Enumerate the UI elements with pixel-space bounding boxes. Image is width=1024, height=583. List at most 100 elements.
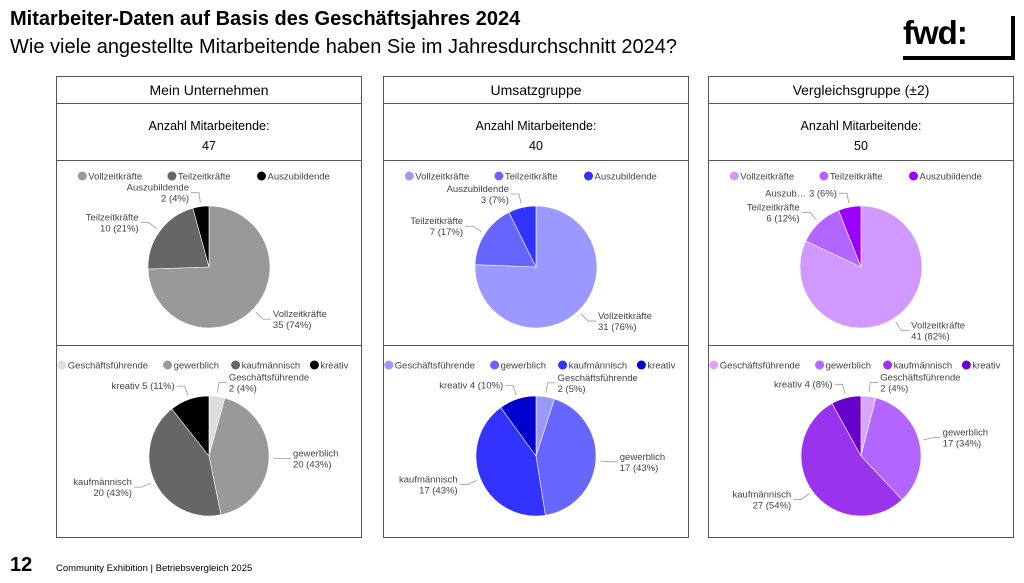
department-pie: Geschäftsführende gewerblich kaufmännisch k… xyxy=(709,346,1013,537)
pie-slice[interactable] xyxy=(508,205,537,268)
legend-swatch xyxy=(384,360,394,370)
department-pie: Geschäftsführende gewerblich kaufmännisch k… xyxy=(57,346,361,537)
data-label: Teilzeitkräfte xyxy=(410,216,463,227)
label-leader xyxy=(580,313,597,322)
panel-title: Mein Unternehmen xyxy=(57,77,361,104)
pie-slice[interactable] xyxy=(148,408,222,517)
data-label: 20 (43%) xyxy=(293,459,332,470)
data-label: Auszub… 3 (6%) xyxy=(765,188,837,199)
legend-item[interactable]: kaufmännisch xyxy=(569,361,628,372)
panel-mein-unternehmen: Mein Unternehmen Anzahl Mitarbeitende: 47… xyxy=(56,76,362,538)
panel-title: Vergleichsgruppe (±2) xyxy=(709,77,1013,104)
employee-count: Anzahl Mitarbeitende: 47 xyxy=(57,104,361,161)
panel-title: Umsatzgruppe xyxy=(384,77,688,104)
employee-count: Anzahl Mitarbeitende: 50 xyxy=(709,104,1013,161)
legend-item[interactable]: Auszubildende xyxy=(920,172,982,183)
legend-swatch xyxy=(883,360,893,370)
data-label: gewerblich xyxy=(293,448,338,459)
data-label: kreativ 4 (10%) xyxy=(439,381,503,392)
data-label: Geschäftsführende xyxy=(558,373,638,384)
legend-item[interactable]: kreativ xyxy=(320,361,348,372)
pie-slice[interactable] xyxy=(500,395,537,457)
data-label: Vollzeitkräfte xyxy=(273,309,327,320)
label-leader xyxy=(545,382,556,393)
data-label: 41 (82%) xyxy=(911,331,950,342)
pie-slice[interactable] xyxy=(800,403,903,517)
page-title: Mitarbeiter-Daten auf Basis des Geschäft… xyxy=(10,8,521,30)
legend-swatch xyxy=(490,360,500,370)
panel-vergleichsgruppe: Vergleichsgruppe (±2) Anzahl Mitarbeiten… xyxy=(708,76,1014,538)
data-label: Teilzeitkräfte xyxy=(86,213,139,224)
data-label: 2 (4%) xyxy=(229,384,257,395)
legend-swatch xyxy=(819,171,829,181)
legend-swatch xyxy=(77,171,87,181)
data-label: 17 (34%) xyxy=(943,439,982,450)
data-label: 7 (17%) xyxy=(430,227,463,238)
label-leader xyxy=(599,460,618,463)
legend-item[interactable]: Auszubildende xyxy=(595,172,657,183)
legend-item[interactable]: Teilzeitkräfte xyxy=(178,172,231,183)
label-leader xyxy=(922,437,941,441)
legend: Vollzeitkräfte Teilzeitkräfte Auszubildend… xyxy=(729,171,982,183)
legend-item[interactable]: Teilzeitkräfte xyxy=(830,172,883,183)
legend-item[interactable]: gewerblich xyxy=(174,361,219,372)
legend-swatch xyxy=(404,171,414,181)
pie-slice[interactable] xyxy=(535,398,597,516)
legend-item[interactable]: gewerblich xyxy=(501,361,546,372)
pie-slice[interactable] xyxy=(147,207,210,270)
data-label: 31 (76%) xyxy=(598,322,637,333)
legend-item[interactable]: Vollzeitkräfte xyxy=(415,172,469,183)
label-leader xyxy=(793,493,810,500)
pie-slice[interactable] xyxy=(475,407,546,517)
label-leader xyxy=(801,211,817,220)
pie-slice[interactable] xyxy=(838,205,862,268)
legend-item[interactable]: Auszubildende xyxy=(268,172,330,183)
data-label: 10 (21%) xyxy=(100,224,139,235)
legend: Geschäftsführende gewerblich kaufmännisch k… xyxy=(57,360,349,372)
label-leader xyxy=(255,311,271,320)
legend-item[interactable]: gewerblich xyxy=(826,361,871,372)
fwd-logo: fwd: xyxy=(903,14,1015,60)
legend-swatch xyxy=(163,360,173,370)
data-label: kreativ 5 (11%) xyxy=(112,381,175,392)
legend-item[interactable]: Geschäftsführende xyxy=(395,361,475,372)
label-leader xyxy=(834,383,846,395)
data-label: kreativ 4 (8%) xyxy=(774,379,833,390)
data-label: Geschäftsführende xyxy=(880,373,960,384)
data-label: 2 (5%) xyxy=(558,384,586,395)
pie-slice[interactable] xyxy=(192,205,210,268)
legend-item[interactable]: kreativ xyxy=(972,361,1000,372)
pie-slice[interactable] xyxy=(208,397,270,516)
label-leader xyxy=(176,385,189,396)
label-leader xyxy=(133,482,152,488)
legend-item[interactable]: Geschäftsführende xyxy=(68,361,148,372)
legend: Vollzeitkräfte Teilzeitkräfte Auszubildend… xyxy=(77,171,330,183)
data-label: 35 (74%) xyxy=(273,320,312,331)
legend-item[interactable]: Geschäftsführende xyxy=(720,361,800,372)
data-label: kaufmännisch xyxy=(399,474,458,485)
pie-slice[interactable] xyxy=(474,211,537,268)
legend: Vollzeitkräfte Teilzeitkräfte Auszubildend… xyxy=(404,171,657,183)
label-leader xyxy=(510,193,522,204)
data-label: Geschäftsführende xyxy=(229,373,309,384)
pie-slice[interactable] xyxy=(860,397,922,501)
department-pie: Geschäftsführende gewerblich kaufmännisch k… xyxy=(384,346,688,537)
data-label: kaufmännisch xyxy=(73,477,132,488)
data-label: Auszubildende xyxy=(447,184,509,195)
data-label: 17 (43%) xyxy=(419,485,458,496)
legend-item[interactable]: Vollzeitkräfte xyxy=(740,172,794,183)
legend-swatch xyxy=(309,360,319,370)
legend: Geschäftsführende gewerblich kaufmännisch k… xyxy=(709,360,1001,372)
legend-item[interactable]: kreativ xyxy=(647,361,675,372)
legend-item[interactable]: Teilzeitkräfte xyxy=(505,172,558,183)
data-label: Vollzeitkräfte xyxy=(911,320,965,331)
data-label: kaufmännisch xyxy=(733,489,792,500)
legend-item[interactable]: Vollzeitkräfte xyxy=(88,172,142,183)
pie-slice[interactable] xyxy=(171,395,210,457)
pie-slice[interactable] xyxy=(831,395,862,457)
legend-item[interactable]: kaufmännisch xyxy=(242,361,301,372)
page-subtitle: Wie viele angestellte Mitarbeitende habe… xyxy=(10,36,678,58)
legend-item[interactable]: kaufmännisch xyxy=(894,361,953,372)
data-label: 6 (12%) xyxy=(766,213,799,224)
legend-swatch xyxy=(815,360,825,370)
